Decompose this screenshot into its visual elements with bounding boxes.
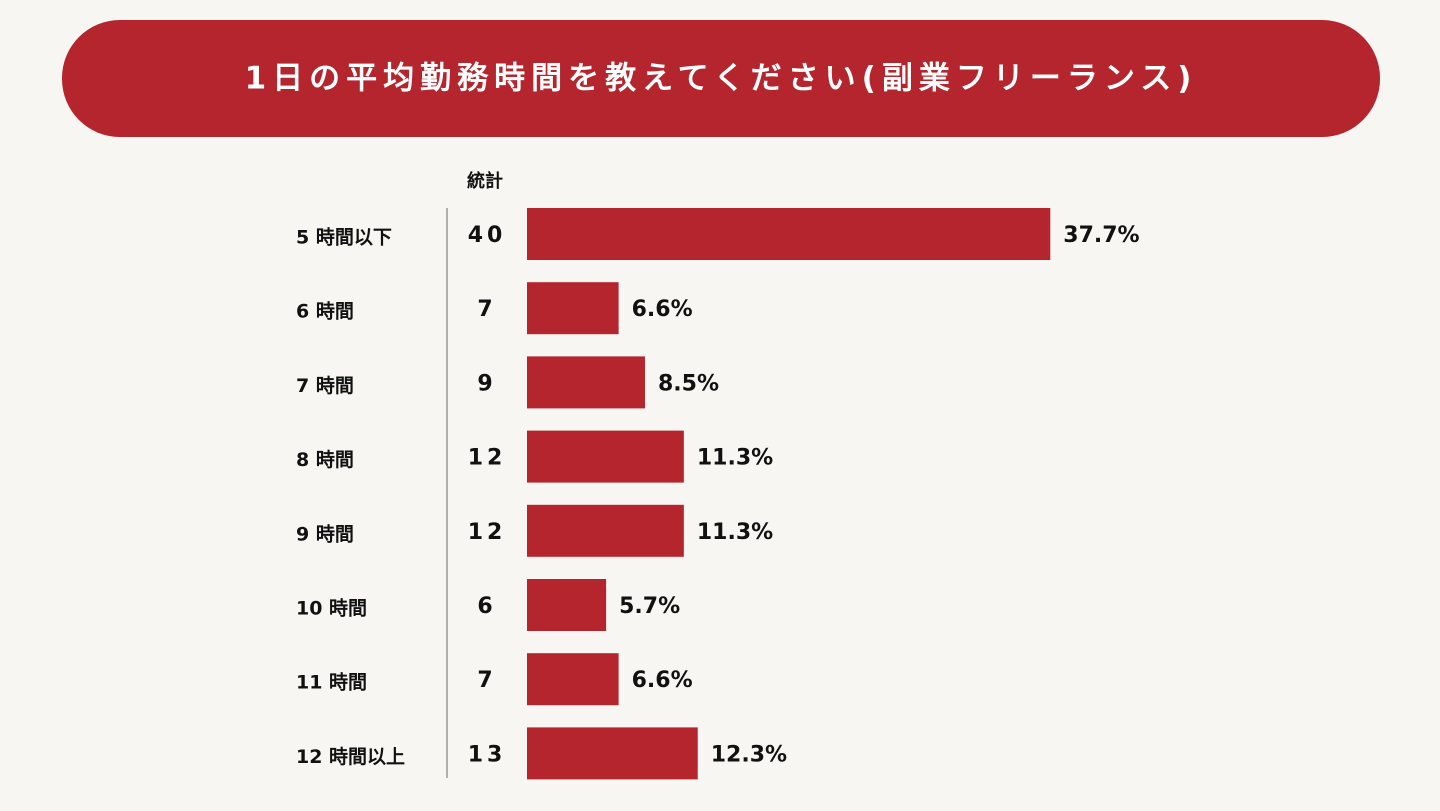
bar	[527, 727, 698, 780]
category-label: 8 時間	[296, 449, 354, 471]
category-label: 6 時間	[296, 301, 354, 323]
count-label: 9	[477, 371, 496, 396]
value-label: 37.7%	[1063, 223, 1139, 248]
category-label: 12 時間以上	[296, 746, 405, 768]
title-banner	[62, 20, 1380, 137]
value-label: 11.3%	[697, 520, 773, 545]
count-label: 7	[477, 297, 496, 322]
category-label: 7 時間	[296, 375, 354, 397]
bar	[527, 208, 1051, 260]
value-label: 11.3%	[697, 446, 773, 471]
category-label: 9 時間	[296, 523, 354, 545]
count-label: 7	[477, 668, 496, 693]
bar	[527, 282, 619, 335]
value-label: 8.5%	[658, 371, 719, 396]
count-label: 12	[468, 446, 507, 471]
category-label: 11 時間	[296, 672, 367, 694]
value-label: 5.7%	[619, 594, 680, 619]
bar	[527, 430, 684, 483]
value-label: 6.6%	[632, 668, 693, 693]
count-label: 6	[477, 594, 496, 619]
value-label: 6.6%	[632, 297, 693, 322]
bar	[527, 653, 619, 706]
bar	[527, 356, 645, 409]
value-label: 12.3%	[711, 742, 787, 767]
count-label: 40	[468, 223, 507, 248]
bar	[527, 579, 607, 631]
count-label: 13	[468, 742, 507, 767]
chart-title: 1日の平均勤務時間を教えてください(副業フリーランス)	[245, 61, 1198, 97]
category-label: 10 時間	[296, 598, 367, 620]
count-label: 12	[468, 520, 507, 545]
bar	[527, 504, 684, 557]
category-label: 5 時間以下	[296, 227, 392, 249]
count-header: 統計	[467, 170, 503, 192]
